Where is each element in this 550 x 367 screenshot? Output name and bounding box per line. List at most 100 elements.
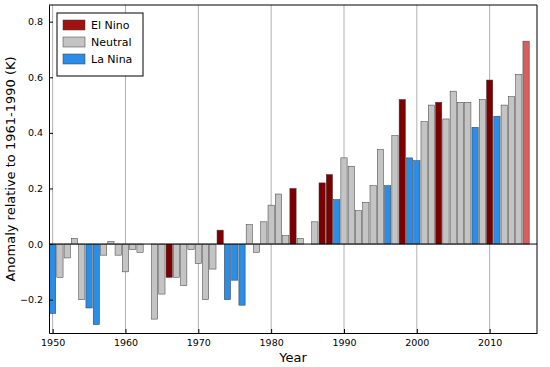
x-tick-label: 2000 — [405, 337, 429, 348]
bar — [494, 116, 500, 244]
y-tick: 0.0 — [28, 239, 53, 250]
grid-line — [271, 5, 272, 333]
chart-container: 1950196019701980199020002010−0.20.00.20.… — [0, 0, 550, 367]
bar — [392, 136, 398, 244]
y-tick-mark — [49, 22, 53, 23]
bar — [166, 244, 172, 277]
y-axis-line — [49, 6, 50, 334]
bar — [501, 105, 507, 244]
y-tick-label: 0.2 — [28, 183, 43, 194]
x-tick-label: 1960 — [114, 337, 138, 348]
y-tick-label: 0.6 — [28, 72, 43, 83]
bar — [487, 80, 493, 244]
y-tick-label: 0.8 — [28, 16, 43, 27]
x-tick-mark — [417, 329, 418, 333]
bar — [268, 205, 274, 244]
x-axis-line — [50, 333, 538, 334]
x-tick: 1980 — [260, 329, 284, 348]
bars — [50, 41, 530, 325]
bar — [472, 127, 478, 244]
bar — [297, 238, 303, 244]
bar — [450, 91, 456, 244]
x-tick-mark — [125, 329, 126, 333]
frame-top — [49, 5, 537, 6]
x-tick-label: 1970 — [187, 337, 211, 348]
bar — [275, 194, 281, 244]
x-tick: 1960 — [114, 329, 138, 348]
legend-swatch — [63, 54, 85, 64]
frame-right — [537, 5, 538, 333]
bar — [406, 158, 412, 244]
bar — [79, 244, 85, 300]
bar — [115, 244, 121, 255]
bar — [465, 102, 471, 244]
x-tick-mark — [271, 329, 272, 333]
x-tick: 2000 — [405, 329, 429, 348]
legend-label: El Nino — [91, 19, 130, 32]
bar — [202, 244, 208, 300]
bar — [181, 244, 187, 286]
bar — [334, 200, 340, 244]
bar — [50, 244, 56, 313]
y-tick: 0.6 — [28, 72, 53, 83]
bar — [443, 119, 449, 244]
bar — [232, 244, 238, 280]
legend-swatch — [63, 20, 85, 30]
bar — [100, 244, 106, 255]
bar — [348, 166, 354, 244]
bar — [93, 244, 99, 325]
bar — [399, 100, 405, 245]
chart-svg: 1950196019701980199020002010−0.20.00.20.… — [0, 0, 550, 367]
x-tick: 1970 — [187, 329, 211, 348]
bar — [261, 222, 267, 244]
bar — [421, 122, 427, 244]
y-tick: 0.2 — [28, 183, 53, 194]
y-tick-label: −0.2 — [20, 294, 43, 305]
y-tick: 0.4 — [28, 127, 53, 138]
y-tick-mark — [49, 188, 53, 189]
bar — [436, 102, 442, 244]
x-tick-label: 1990 — [332, 337, 356, 348]
bar — [130, 244, 136, 250]
x-tick: 1950 — [41, 329, 65, 348]
bar — [188, 244, 194, 250]
bar — [173, 244, 179, 277]
zero-line — [49, 244, 537, 245]
bar — [363, 202, 369, 244]
y-tick-label: 0.4 — [28, 127, 43, 138]
bar — [370, 186, 376, 244]
x-tick-mark — [344, 329, 345, 333]
x-tick-label: 1950 — [41, 337, 65, 348]
legend: El NinoNeutralLa Nina — [57, 13, 143, 76]
bar — [239, 244, 245, 305]
bar — [64, 244, 70, 258]
bar — [137, 244, 143, 252]
bar — [283, 236, 289, 244]
bar — [195, 244, 201, 263]
y-axis: −0.2 0.0 0.2 0.4 0.6 0.8 — [20, 6, 53, 334]
bar — [414, 161, 420, 244]
grid-line — [198, 5, 199, 333]
y-tick-mark — [49, 133, 53, 134]
bar — [71, 238, 77, 244]
y-tick-label: 0.0 — [28, 239, 43, 250]
bar — [355, 211, 361, 244]
bar — [377, 150, 383, 245]
x-axis: 1950196019701980199020002010 — [41, 329, 537, 348]
legend-label: La Nina — [91, 53, 132, 66]
bar — [341, 158, 347, 244]
bar — [516, 74, 522, 244]
x-tick-label: 1980 — [260, 337, 284, 348]
bar — [508, 97, 514, 244]
x-axis-title: Year — [278, 350, 307, 365]
bar — [312, 222, 318, 244]
y-tick-mark — [49, 244, 53, 245]
x-tick-mark — [490, 329, 491, 333]
x-tick-mark — [53, 329, 54, 333]
bar — [224, 244, 230, 300]
y-axis-title: Anomaly relative to 1961-1990 (K) — [3, 56, 18, 281]
bar — [385, 186, 391, 244]
bar — [326, 175, 332, 244]
bar — [319, 183, 325, 244]
bar — [210, 244, 216, 269]
